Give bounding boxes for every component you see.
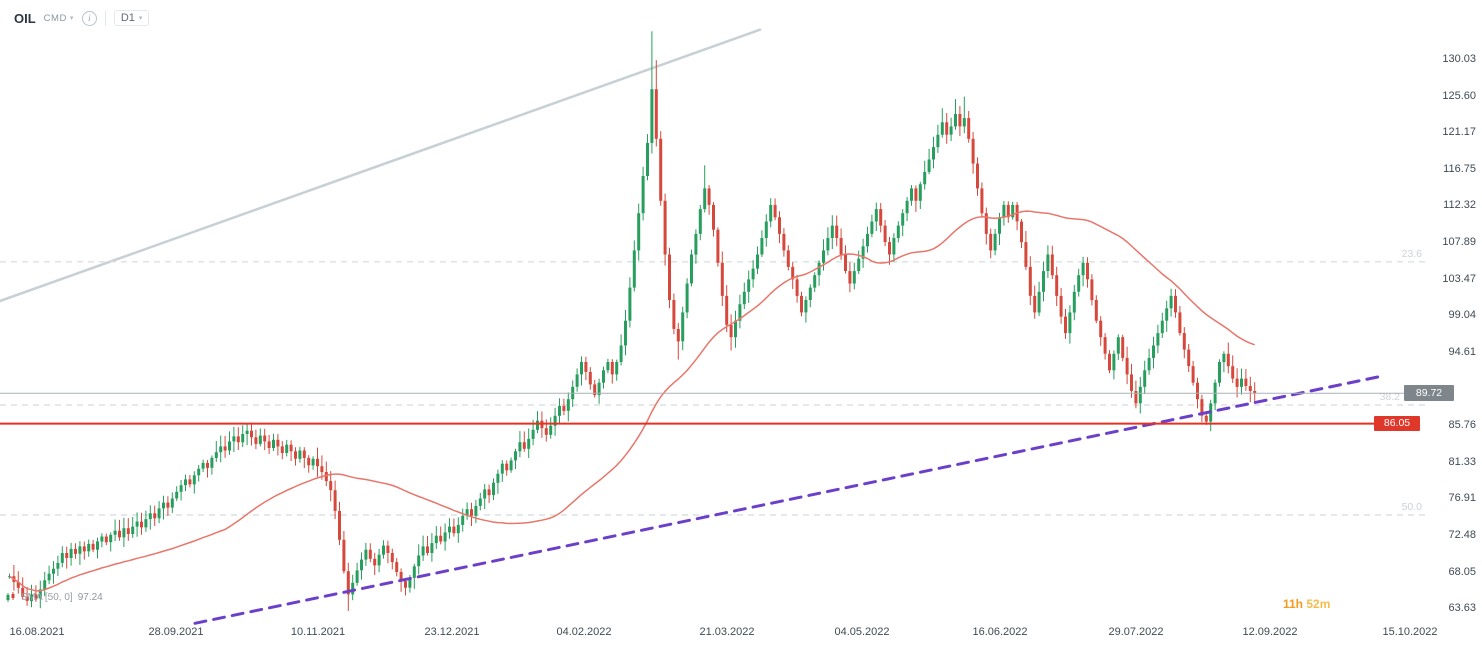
fib-level-label: 23.6 <box>1402 248 1423 260</box>
price-axis-label: 116.75 <box>1443 162 1476 175</box>
price-axis-label: 81.33 <box>1448 455 1476 468</box>
indicator-value: 97.24 <box>77 592 103 603</box>
date-axis-label: 21.03.2022 <box>699 626 755 638</box>
price-axis-label: 85.76 <box>1448 419 1476 431</box>
fib-level-label: 50.0 <box>1402 501 1423 513</box>
current-price-badge: 89.72 <box>1404 385 1454 402</box>
countdown-minutes: 52m <box>1306 597 1331 611</box>
price-axis-label: 112.32 <box>1443 199 1476 212</box>
date-axis-label: 12.09.2022 <box>1242 626 1298 638</box>
price-axis-label: 63.63 <box>1448 602 1476 614</box>
date-axis-label: 29.07.2022 <box>1108 626 1164 638</box>
timeframe-selector[interactable]: D1 ▾ <box>113 10 150 26</box>
indicator-label: SMA [50, 0] <box>21 592 73 603</box>
chevron-down-icon: ▾ <box>69 14 74 22</box>
sma-line[interactable] <box>9 210 1255 592</box>
date-axis-label: 04.05.2022 <box>834 626 890 638</box>
timeframe-label: D1 <box>120 12 135 24</box>
chevron-down-icon: ▾ <box>138 14 143 22</box>
price-axis-label: 125.60 <box>1442 89 1476 102</box>
price-axis-label: 107.89 <box>1442 236 1476 249</box>
price-axis-label: 68.05 <box>1448 565 1476 578</box>
symbol-name: OIL <box>14 10 36 26</box>
countdown-hours: 11h <box>1283 597 1304 611</box>
date-axis-label: 10.11.2021 <box>290 626 346 638</box>
price-axis-label: 121.17 <box>1442 126 1476 139</box>
date-axis-label: 04.02.2022 <box>556 626 612 638</box>
date-axis-label: 16.06.2022 <box>972 626 1028 638</box>
fib-level-label: 38.2 <box>1380 391 1401 403</box>
info-icon[interactable]: i <box>81 10 97 26</box>
toolbar-divider <box>104 10 106 26</box>
ascending-trendline[interactable] <box>193 375 1380 625</box>
price-axis-label: 99.04 <box>1448 309 1476 322</box>
support-price-badge[interactable]: 86.05 <box>1374 416 1420 432</box>
date-axis-label: 16.08.2021 <box>9 626 65 638</box>
symbol-toolbar: OIL CMD ▾ i D1 ▾ <box>14 10 150 26</box>
price-axis-label: 94.61 <box>1448 345 1476 358</box>
candle-countdown: 11h 52m <box>1283 597 1330 611</box>
price-axis-label: 130.03 <box>1442 53 1476 65</box>
indicator-legend[interactable]: SMA [50, 0] 97.24 <box>5 592 103 603</box>
price-axis-label: 103.47 <box>1442 272 1476 285</box>
candles[interactable] <box>8 31 1257 611</box>
market-selector[interactable]: CMD ▾ <box>44 13 74 24</box>
date-axis-label: 28.09.2021 <box>148 626 204 638</box>
price-axis-label: 72.48 <box>1448 528 1476 541</box>
price-axis-label: 76.91 <box>1448 492 1476 505</box>
candles-icon <box>6 592 15 602</box>
date-axis-label: 23.12.2021 <box>424 626 480 638</box>
market-label: CMD <box>43 12 67 24</box>
descending-channel-line[interactable] <box>0 28 762 303</box>
date-axis-label: 15.10.2022 <box>1382 626 1438 638</box>
